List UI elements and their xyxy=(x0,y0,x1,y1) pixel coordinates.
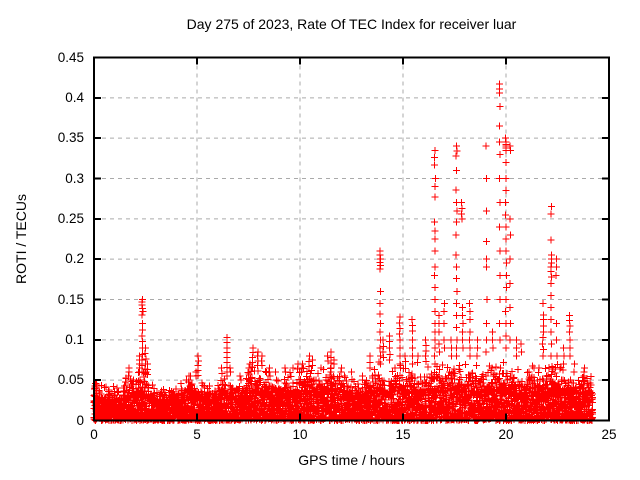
y-tick-label: 0.45 xyxy=(57,49,84,65)
plot-frame xyxy=(93,56,610,422)
y-tick-label: 0.25 xyxy=(57,210,84,226)
data-points-roti xyxy=(90,80,596,424)
y-tick-label: 0.3 xyxy=(65,170,84,186)
y-tick-label: 0.2 xyxy=(65,251,84,267)
y-tick-label: 0.4 xyxy=(65,89,84,105)
x-tick-label: 25 xyxy=(601,427,617,442)
y-tick-label: 0.15 xyxy=(57,291,84,307)
y-tick-label: 0.05 xyxy=(57,372,84,388)
y-tick-label: 0.1 xyxy=(65,331,84,347)
x-tick-label: 5 xyxy=(193,427,201,442)
x-axis-label: GPS time / hours xyxy=(298,452,405,468)
chart-title: Day 275 of 2023, Rate Of TEC Index for r… xyxy=(186,16,517,32)
x-tick-label: 20 xyxy=(498,427,514,442)
y-tick-label: 0 xyxy=(76,412,84,428)
x-tick-label: 10 xyxy=(292,427,308,442)
x-tick-label: 15 xyxy=(395,427,411,442)
y-tick-label: 0.35 xyxy=(57,130,84,146)
x-tick-label: 0 xyxy=(90,427,98,442)
